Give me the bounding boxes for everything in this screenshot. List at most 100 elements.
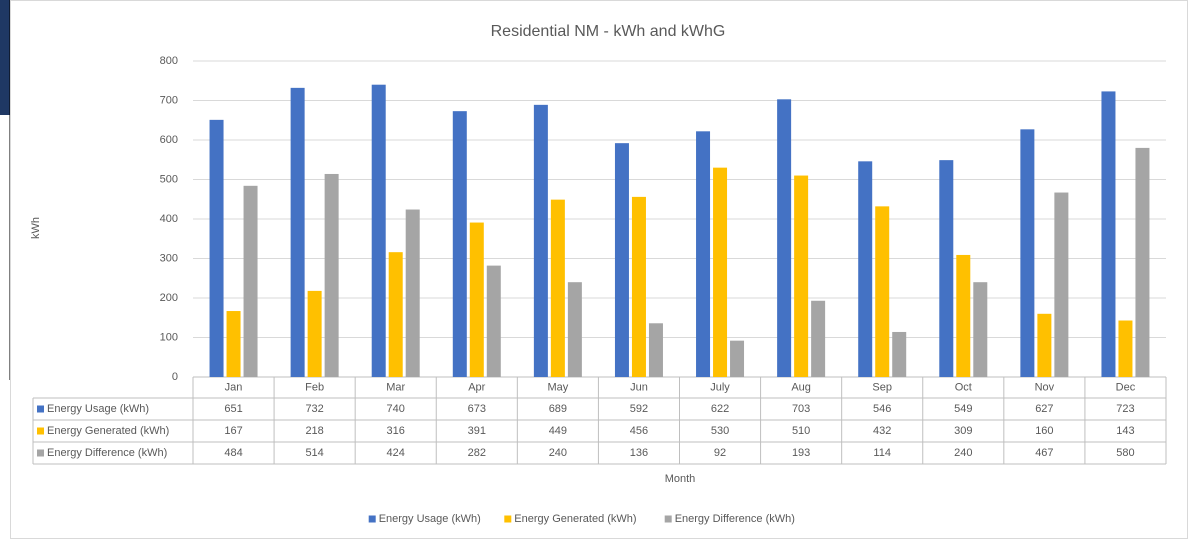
bar: [614, 143, 629, 377]
table-value: 240: [954, 447, 972, 459]
table-value: 627: [1035, 403, 1053, 415]
table-value: 580: [1116, 447, 1134, 459]
table-value: 689: [549, 403, 567, 415]
table-value: 136: [630, 447, 648, 459]
bar: [892, 331, 907, 377]
table-value: 723: [1116, 403, 1134, 415]
x-tick-label: Sep: [872, 381, 892, 393]
x-tick-label: Jun: [630, 381, 648, 393]
table-value: 143: [1116, 425, 1134, 437]
table-series-name: Energy Difference (kWh): [47, 447, 167, 459]
table-value: 510: [792, 425, 810, 437]
bar: [290, 87, 305, 378]
bar: [405, 209, 420, 377]
table-value: 167: [224, 425, 242, 437]
bar: [533, 104, 548, 377]
legend-label: Energy Usage (kWh): [379, 513, 481, 525]
table-value: 92: [714, 447, 726, 459]
legend-label: Energy Generated (kWh): [514, 513, 636, 525]
table-value: 160: [1035, 425, 1053, 437]
legend-label: Energy Difference (kWh): [675, 513, 795, 525]
bar: [1020, 129, 1035, 377]
table-value: 484: [224, 447, 242, 459]
table-series-name: Energy Generated (kWh): [47, 425, 169, 437]
bar: [730, 340, 745, 377]
bar: [1135, 147, 1150, 377]
bar: [550, 199, 565, 377]
x-tick-label: July: [710, 381, 730, 393]
bar: [858, 161, 873, 377]
y-tick-label: 200: [160, 292, 178, 304]
bar: [371, 84, 386, 377]
x-tick-label: May: [547, 381, 568, 393]
x-tick-label: Dec: [1116, 381, 1136, 393]
legend-key: [664, 515, 672, 523]
bar: [388, 252, 403, 377]
bar: [939, 160, 954, 377]
chart-area: [10, 0, 1188, 539]
table-legend-key: [37, 449, 44, 457]
table-value: 282: [468, 447, 486, 459]
bar: [1037, 313, 1052, 377]
legend-key: [368, 515, 376, 523]
bar: [452, 111, 467, 377]
bar: [875, 206, 890, 377]
x-tick-label: Mar: [386, 381, 405, 393]
table-value: 456: [630, 425, 648, 437]
table-value: 432: [873, 425, 891, 437]
bar: [1101, 91, 1116, 377]
table-value: 740: [387, 403, 405, 415]
table-legend-key: [37, 405, 44, 413]
bar: [324, 173, 339, 377]
bar: [973, 282, 988, 377]
table-value: 467: [1035, 447, 1053, 459]
table-value: 732: [305, 403, 323, 415]
table-value: 530: [711, 425, 729, 437]
x-tick-label: Aug: [791, 381, 811, 393]
bar: [226, 311, 241, 377]
table-value: 240: [549, 447, 567, 459]
bar: [811, 300, 826, 377]
table-value: 309: [954, 425, 972, 437]
y-tick-label: 400: [160, 213, 178, 225]
x-tick-label: Feb: [305, 381, 324, 393]
table-value: 193: [792, 447, 810, 459]
table-value: 391: [468, 425, 486, 437]
bar: [956, 254, 971, 377]
table-value: 114: [873, 447, 891, 459]
y-tick-label: 800: [160, 55, 178, 67]
bar: [209, 119, 224, 377]
bar: [1118, 320, 1133, 377]
y-tick-label: 0: [172, 371, 178, 383]
y-axis-title: kWh: [30, 217, 42, 239]
sheet-edge: [0, 0, 10, 115]
y-tick-label: 600: [160, 134, 178, 146]
table-series-name: Energy Usage (kWh): [47, 403, 149, 415]
chart-title: Residential NM - kWh and kWhG: [491, 23, 726, 40]
bar: [794, 175, 809, 377]
bar: [567, 282, 582, 377]
table-value: 703: [792, 403, 810, 415]
table-value: 424: [387, 447, 405, 459]
bar: [777, 99, 792, 377]
x-axis-title: Month: [665, 473, 696, 485]
x-tick-label: Nov: [1035, 381, 1055, 393]
bar: [243, 185, 258, 377]
table-value: 651: [224, 403, 242, 415]
bar: [648, 323, 663, 377]
bar: [696, 131, 711, 377]
table-value: 514: [305, 447, 323, 459]
x-tick-label: Apr: [468, 381, 485, 393]
table-value: 449: [549, 425, 567, 437]
bar: [1054, 192, 1069, 377]
bar: [486, 265, 501, 377]
x-tick-label: Oct: [955, 381, 972, 393]
table-value: 218: [305, 425, 323, 437]
bar: [307, 290, 322, 377]
table-legend-key: [37, 427, 44, 435]
bar: [631, 196, 646, 377]
x-tick-label: Jan: [225, 381, 243, 393]
y-tick-label: 300: [160, 252, 178, 264]
y-tick-label: 700: [160, 94, 178, 106]
